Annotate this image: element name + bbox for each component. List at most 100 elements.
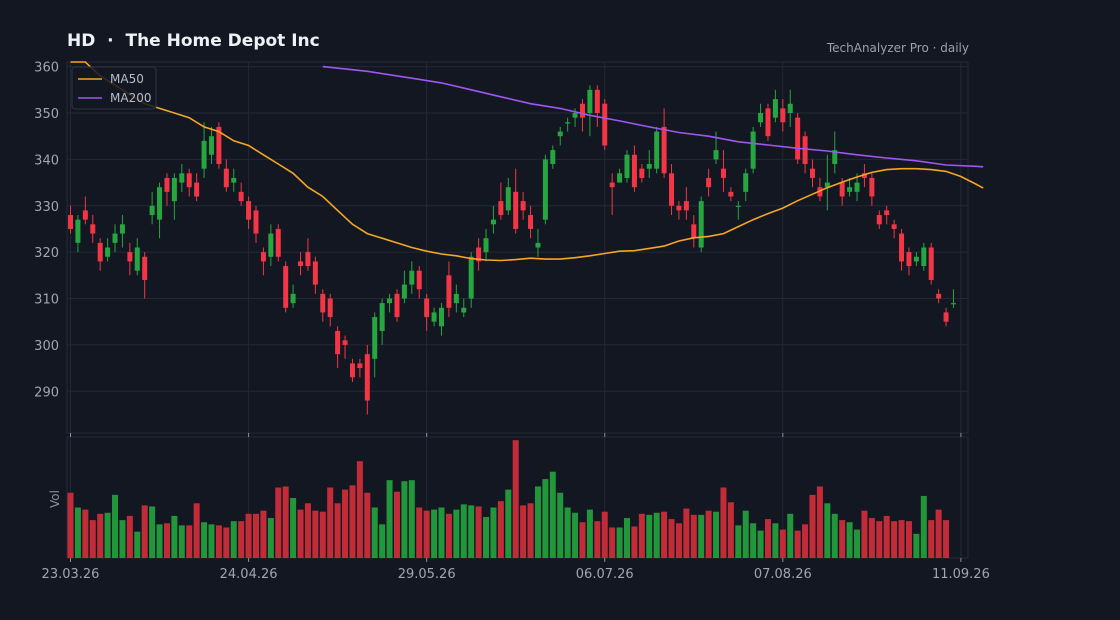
volume-bar	[846, 522, 853, 558]
candle-body	[787, 103, 793, 114]
candle-body	[164, 177, 170, 192]
candle-body	[453, 293, 459, 304]
volume-bar	[802, 524, 809, 558]
candle	[446, 261, 452, 318]
candle-body	[750, 131, 756, 169]
candle	[617, 168, 623, 183]
candle	[216, 122, 222, 169]
volume-bar	[334, 503, 341, 558]
volume-bar	[616, 527, 623, 558]
candle	[780, 99, 786, 132]
candle	[357, 358, 363, 378]
volume-bar	[460, 504, 467, 558]
volume-bar	[905, 521, 912, 558]
candle	[134, 238, 140, 276]
candle	[928, 242, 934, 285]
candle-body	[505, 187, 511, 211]
candle	[535, 228, 541, 257]
candle-body	[535, 242, 541, 248]
candle	[505, 177, 511, 216]
candle	[275, 224, 281, 262]
candle	[171, 173, 177, 220]
candle	[631, 145, 637, 192]
candle-body	[899, 233, 905, 262]
volume-bar	[831, 513, 838, 558]
volume-bar	[594, 521, 601, 558]
volume-bar	[920, 495, 927, 558]
candle-body	[379, 303, 385, 331]
volume-bar	[141, 505, 148, 558]
x-tick-label: 24.04.26	[220, 567, 278, 582]
candle-body	[565, 122, 571, 124]
x-axis-ticks: 23.03.26 24.04.26 29.05.26 06.07.26 07.08.26…	[42, 433, 990, 582]
y-tick-label: 300	[34, 339, 59, 354]
y-axis-ticks: 290 300 310 320 330 340 350 360	[34, 61, 59, 401]
candle	[82, 196, 88, 225]
candle	[112, 224, 118, 253]
volume-bar	[112, 494, 119, 558]
candle-body	[372, 317, 378, 359]
candle	[490, 205, 496, 234]
candle	[105, 238, 111, 262]
volume-bar	[186, 525, 193, 558]
candle-body	[97, 242, 103, 262]
volume-bar	[898, 520, 905, 558]
candle	[97, 238, 103, 271]
candle-body	[854, 182, 860, 192]
candle-body	[364, 354, 370, 401]
candle-body	[743, 173, 749, 192]
candle	[312, 256, 318, 294]
volume-bar	[260, 510, 267, 558]
candle-body	[520, 201, 526, 211]
candle	[661, 108, 667, 178]
candle-body	[758, 113, 764, 123]
candle-body	[238, 191, 244, 202]
candle	[364, 344, 370, 415]
volume-bar	[245, 513, 252, 558]
candle	[335, 326, 341, 369]
volume-bar	[356, 461, 363, 558]
candle	[349, 358, 355, 382]
candle	[394, 289, 400, 322]
candle	[743, 168, 749, 202]
volume-bar	[512, 440, 519, 558]
candle-body	[884, 210, 890, 216]
candle	[884, 205, 890, 225]
candle-body	[357, 363, 363, 369]
candle	[342, 335, 348, 359]
volume-bar	[913, 533, 920, 558]
volume-bar	[564, 507, 571, 558]
volume-bar	[445, 513, 452, 558]
volume-bar	[868, 518, 875, 558]
candle	[654, 126, 660, 174]
candle-body	[305, 252, 311, 267]
volume-bar	[97, 513, 104, 558]
candle-body	[594, 89, 600, 114]
volume-bar	[750, 523, 757, 558]
volume-bar	[638, 513, 645, 558]
candle	[691, 215, 697, 248]
candle	[810, 159, 815, 188]
candle-body	[839, 182, 845, 197]
candle-body	[186, 173, 192, 188]
candle-body	[936, 293, 942, 299]
candle	[750, 126, 756, 174]
volume-bar	[342, 489, 349, 558]
candle	[550, 145, 556, 169]
candle	[208, 126, 214, 165]
candle-body	[869, 177, 875, 197]
candle-body	[394, 293, 400, 318]
candle-body	[542, 159, 548, 220]
volume-bar	[431, 509, 438, 558]
volume-bar	[253, 513, 259, 558]
volume-bar	[534, 486, 541, 558]
volume-bar	[839, 520, 846, 558]
candle-body	[468, 256, 474, 299]
candle-body	[105, 247, 111, 257]
x-tick-label: 06.07.26	[576, 567, 634, 582]
candle-body	[928, 247, 934, 280]
candle-body	[780, 108, 786, 123]
volume-bar	[126, 515, 133, 558]
candle	[520, 191, 526, 220]
candle	[142, 252, 148, 299]
